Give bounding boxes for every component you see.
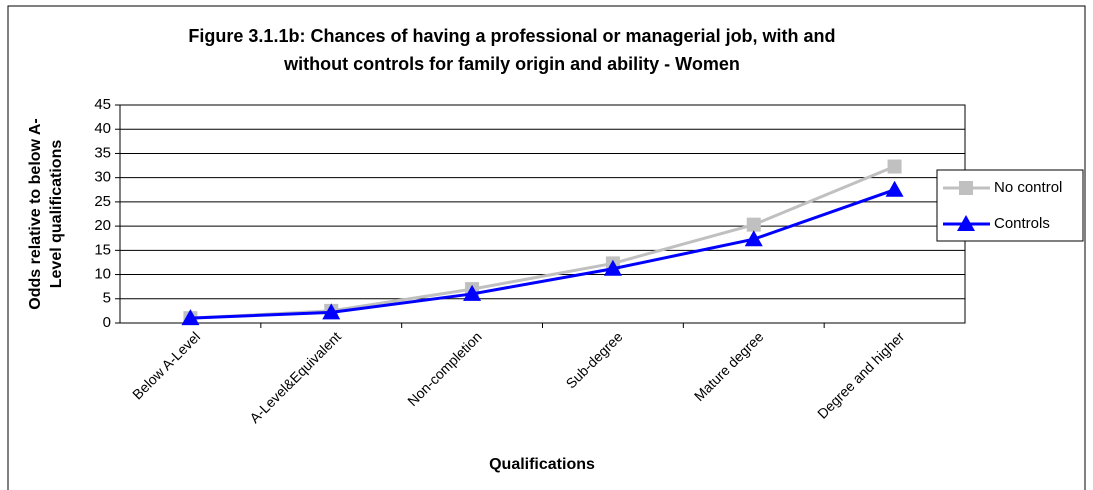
y-tick-label: 20 bbox=[94, 217, 111, 234]
y-tick-label: 40 bbox=[94, 120, 111, 137]
y-tick-label: 15 bbox=[94, 241, 111, 258]
legend-marker bbox=[957, 215, 975, 231]
marker bbox=[181, 309, 200, 326]
y-tick-label: 5 bbox=[103, 290, 111, 307]
legend-label: No control bbox=[994, 179, 1062, 196]
marker bbox=[887, 159, 902, 174]
y-tick-label: 0 bbox=[103, 314, 111, 331]
y-axis-label: Level qualifications bbox=[48, 140, 65, 289]
marker bbox=[322, 303, 341, 320]
line bbox=[190, 188, 896, 320]
legend-marker bbox=[959, 181, 973, 195]
marker bbox=[744, 230, 763, 247]
legend-label: Controls bbox=[994, 215, 1050, 232]
y-tick-label: 35 bbox=[94, 144, 111, 161]
chart-title: Figure 3.1.1b: Chances of having a profe… bbox=[188, 26, 835, 46]
y-tick-label: 30 bbox=[94, 169, 111, 186]
marker bbox=[885, 180, 904, 197]
y-tick-label: 10 bbox=[94, 266, 111, 283]
y-tick-label: 45 bbox=[94, 96, 111, 113]
y-tick-label: 25 bbox=[94, 193, 111, 210]
x-axis-label: Qualifications bbox=[489, 456, 595, 473]
chart-title: without controls for family origin and a… bbox=[283, 54, 740, 74]
marker bbox=[746, 217, 761, 232]
marker bbox=[463, 284, 482, 301]
y-axis-label: Odds relative to below A- bbox=[27, 118, 44, 309]
marker bbox=[603, 259, 622, 276]
plot-area bbox=[119, 104, 966, 324]
